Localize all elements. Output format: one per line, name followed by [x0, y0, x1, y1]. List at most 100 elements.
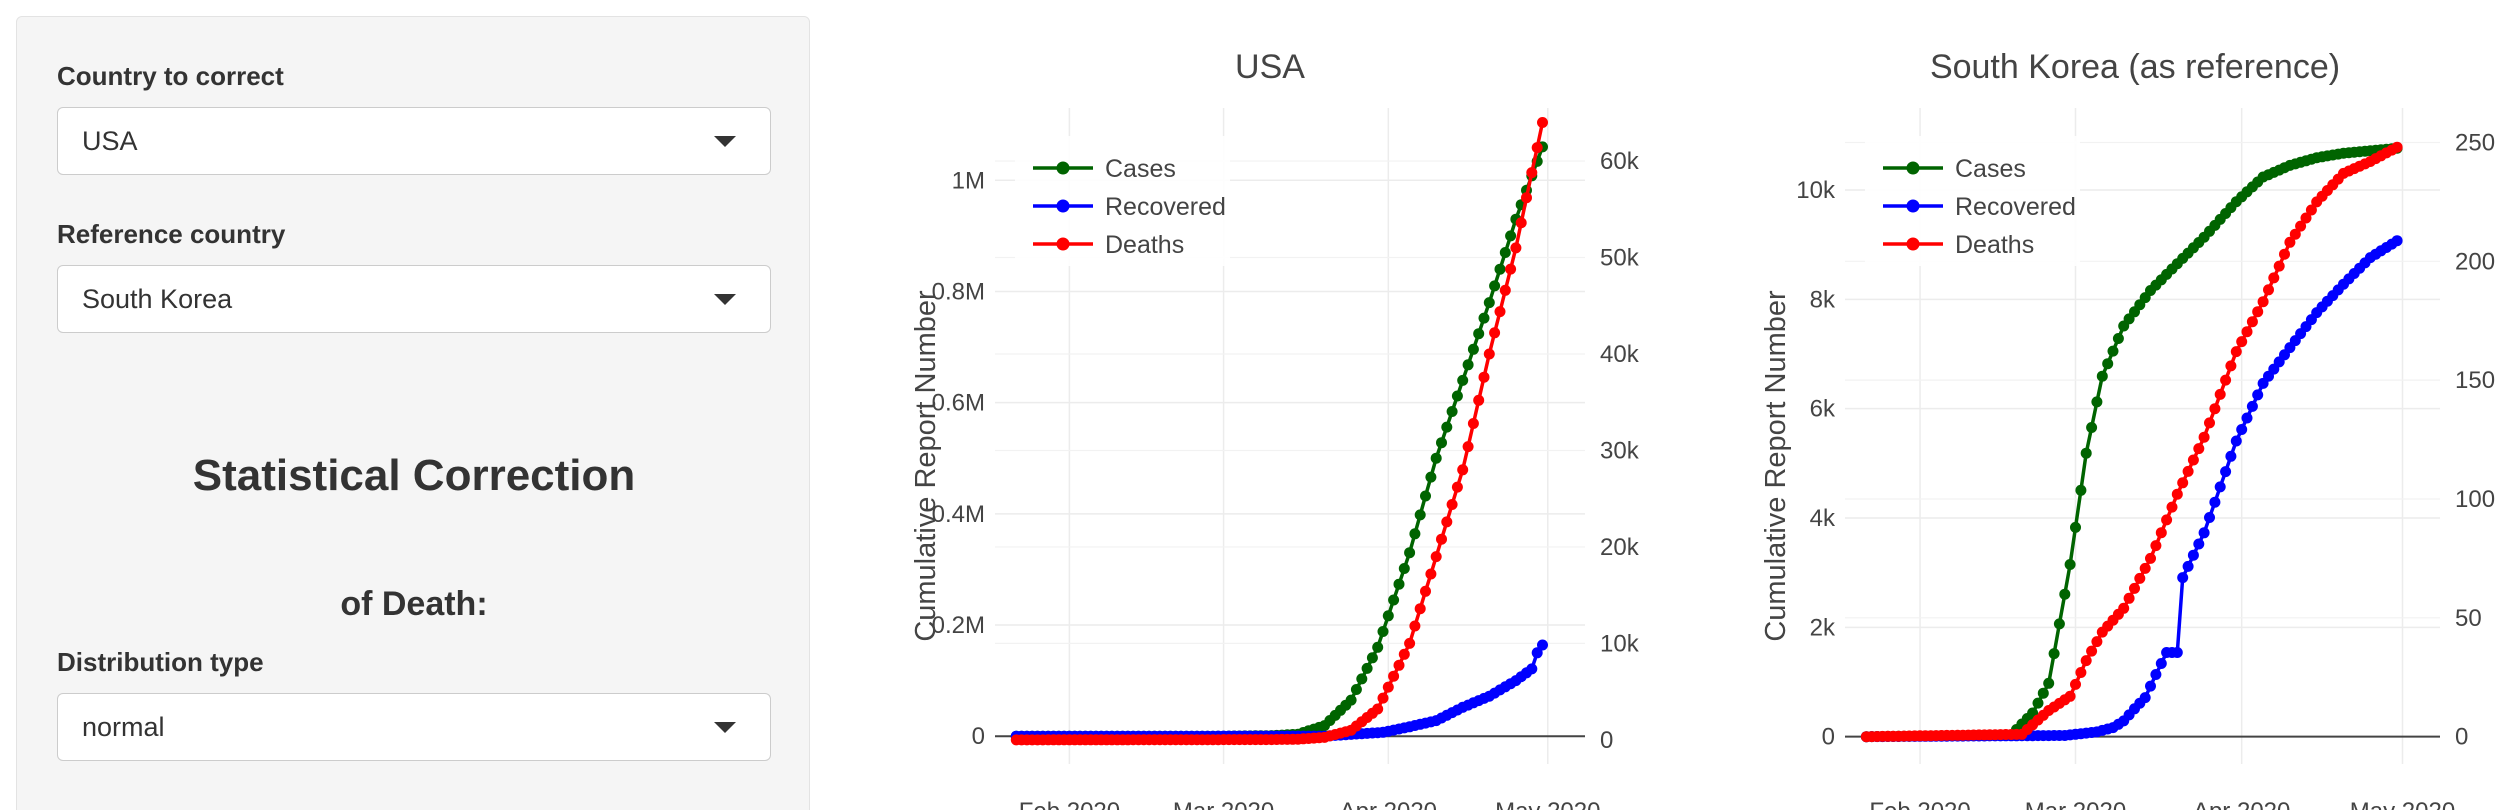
data-point — [2279, 248, 2290, 260]
x-tick-label: May 2020 — [1495, 798, 1600, 810]
x-tick-label: Apr 2020 — [2193, 798, 2290, 810]
data-point — [2268, 272, 2280, 284]
data-point — [1398, 563, 1410, 574]
data-point — [1526, 167, 1538, 179]
data-point — [2220, 374, 2232, 386]
data-point — [1393, 659, 1405, 671]
data-point — [2193, 443, 2205, 455]
data-point — [1382, 610, 1394, 622]
series-deaths — [1860, 141, 2403, 743]
data-point — [1526, 663, 1538, 675]
data-point — [2070, 678, 2081, 690]
data-point — [1499, 247, 1511, 258]
data-point — [2246, 400, 2258, 412]
data-point — [2086, 422, 2098, 433]
y-axis-label: Cumulative Report Number — [910, 290, 942, 642]
data-point — [2070, 521, 2081, 533]
data-point — [2150, 540, 2162, 552]
data-point — [1473, 394, 1485, 406]
data-point — [1345, 694, 1357, 706]
y-left-tick-label: 2k — [1810, 614, 1836, 641]
data-point — [1462, 441, 1474, 453]
data-point — [2289, 228, 2301, 240]
data-point — [2252, 306, 2264, 318]
data-point — [2241, 326, 2253, 338]
data-point — [2048, 648, 2060, 660]
data-point — [2064, 690, 2076, 702]
distribution-select-value: normal — [82, 712, 165, 742]
data-point — [1388, 594, 1400, 606]
data-point — [1531, 142, 1543, 154]
data-point — [1388, 670, 1400, 682]
data-point — [1494, 306, 1506, 318]
legend-label: Cases — [1955, 155, 2026, 183]
data-point — [1372, 703, 1384, 715]
data-point — [1451, 481, 1463, 493]
y-left-tick-label: 1M — [952, 167, 985, 194]
legend-item-cases[interactable]: Cases — [1883, 155, 2026, 183]
data-point — [1404, 547, 1416, 559]
chevron-down-icon — [714, 722, 736, 733]
data-point — [2225, 450, 2237, 462]
data-point — [2155, 527, 2167, 539]
data-point — [2171, 488, 2183, 500]
legend-label: Recovered — [1955, 193, 2076, 221]
data-point — [1425, 471, 1437, 483]
legend-item-recovered[interactable]: Recovered — [1883, 193, 2076, 221]
legend-marker — [1056, 237, 1070, 251]
data-point — [2145, 552, 2156, 564]
data-point — [2037, 687, 2049, 699]
legend-item-recovered[interactable]: Recovered — [1033, 193, 1226, 221]
country-select-value: USA — [82, 126, 138, 156]
reference-select[interactable]: South Korea — [57, 265, 771, 333]
legend-item-cases[interactable]: Cases — [1033, 155, 1176, 183]
data-point — [1489, 327, 1501, 339]
data-point — [1537, 117, 1548, 128]
data-point — [2096, 370, 2108, 382]
y-left-tick-label: 0.4M — [932, 501, 985, 528]
data-point — [1473, 328, 1485, 340]
data-point — [1393, 578, 1405, 590]
data-point — [2102, 358, 2114, 370]
y-right-tick-label: 50k — [1600, 245, 1640, 272]
y-left-tick-label: 10k — [1796, 177, 1836, 204]
y-right-tick-label: 60k — [1600, 148, 1640, 175]
distribution-select[interactable]: normal — [57, 693, 771, 761]
legend-item-deaths[interactable]: Deaths — [1033, 231, 1184, 259]
y-left-tick-label: 8k — [1810, 286, 1836, 313]
data-point — [2161, 514, 2173, 526]
y-right-tick-label: 30k — [1600, 437, 1640, 464]
y-left-tick-label: 4k — [1810, 505, 1836, 532]
y-right-tick-label: 150 — [2455, 367, 2495, 394]
data-point — [2273, 260, 2285, 272]
data-point — [2150, 669, 2162, 680]
data-point — [2177, 477, 2189, 489]
data-point — [2187, 454, 2199, 466]
data-point — [2209, 496, 2221, 508]
data-point — [1398, 648, 1410, 660]
data-point — [2139, 692, 2151, 704]
data-point — [1441, 421, 1453, 433]
reference-chart: South Korea (as reference) Cumulative Rep… — [1735, 0, 2514, 810]
usa-chart: USA Cumulative Report Number Feb 2020 Mar 2… — [880, 0, 1640, 810]
legend-marker — [1056, 161, 1070, 175]
data-point — [1420, 490, 1431, 502]
data-point — [2198, 431, 2210, 443]
reference-label: Reference country — [57, 219, 286, 249]
data-point — [2155, 658, 2167, 669]
data-point — [2214, 481, 2226, 493]
section-subheading: of Death: — [340, 585, 488, 623]
data-point — [1462, 359, 1474, 371]
y-right-tick-label: 10k — [1600, 630, 1640, 657]
legend-item-deaths[interactable]: Deaths — [1883, 231, 2034, 259]
data-point — [2129, 582, 2140, 594]
country-select[interactable]: USA — [57, 107, 771, 175]
data-point — [1531, 647, 1543, 659]
y-right-tick-label: 50 — [2455, 605, 2482, 632]
data-point — [2182, 560, 2194, 572]
data-point — [2075, 484, 2087, 496]
section-heading: Statistical Correction — [192, 451, 636, 500]
chart-title: USA — [1235, 48, 1305, 86]
data-point — [2193, 538, 2205, 550]
x-tick-label: Mar 2020 — [1173, 798, 1274, 810]
